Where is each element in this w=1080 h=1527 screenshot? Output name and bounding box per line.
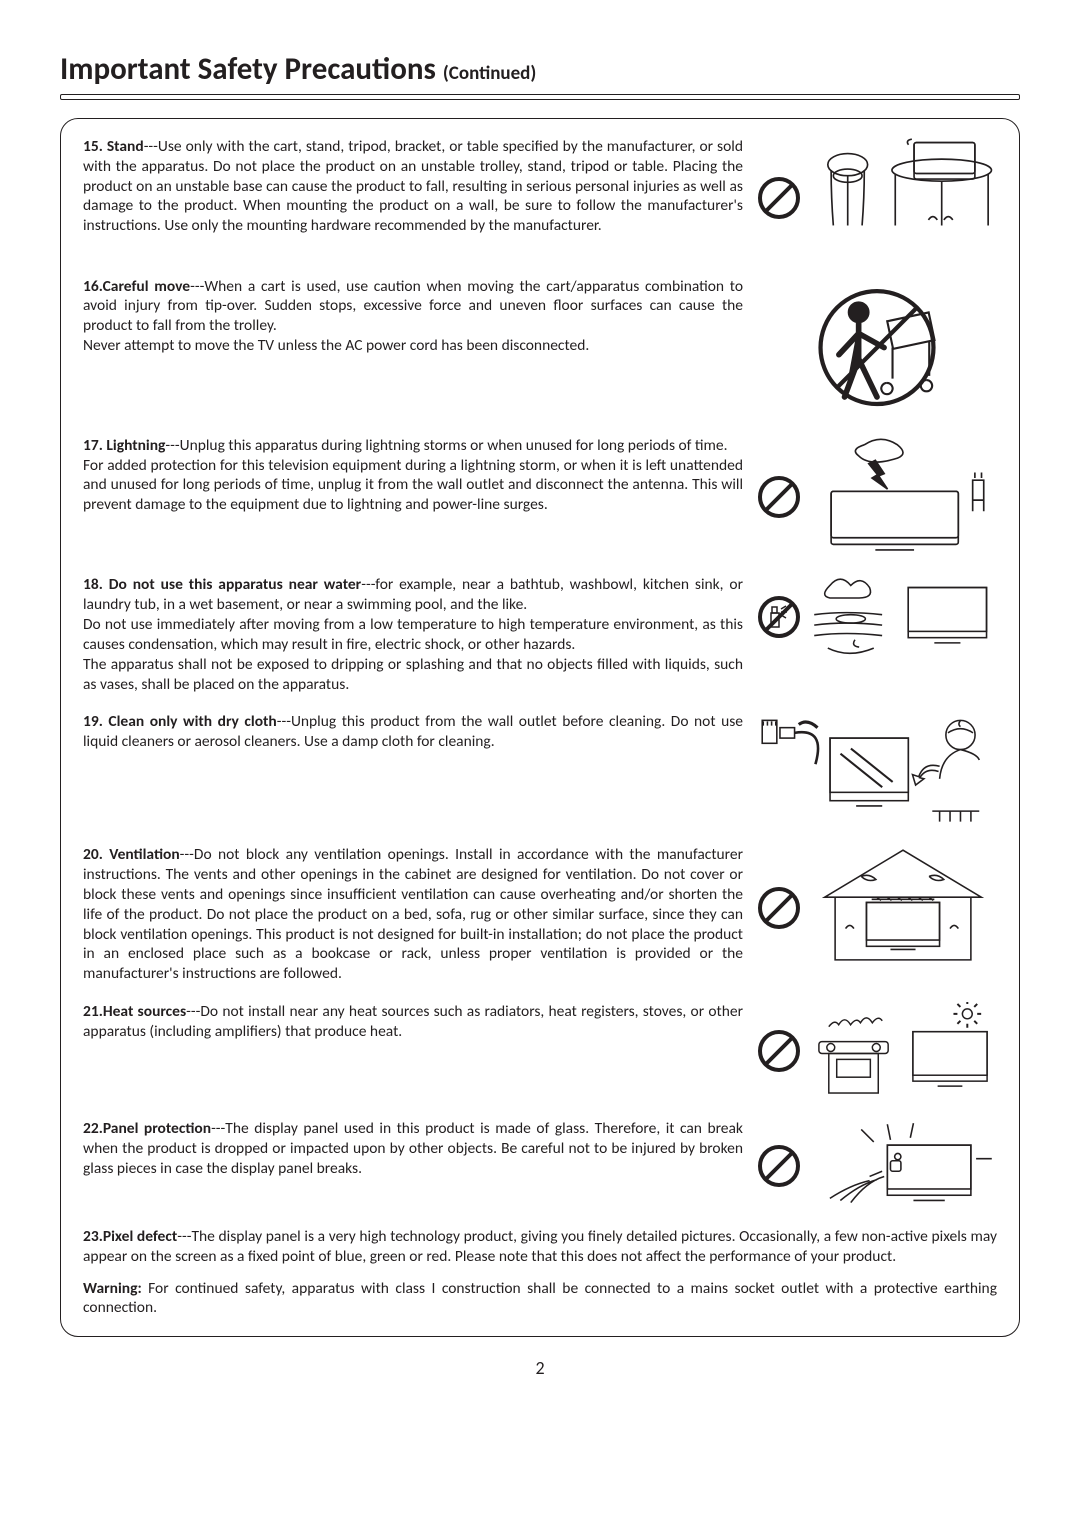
safety-item-16: 16.Careful move---When a cart is used, u…	[83, 277, 997, 418]
item-bold: Warning:	[83, 1279, 142, 1298]
safety-item-19: 19. Clean only with dry cloth---Unplug t…	[83, 712, 997, 827]
item-bold: 20. Ventilation	[83, 845, 180, 864]
item-body: For continued safety, apparatus with cla…	[83, 1279, 997, 1318]
item-text: 15. Stand---Use only with the cart, stan…	[83, 137, 743, 236]
item-illustration	[757, 1002, 997, 1101]
item-text: 17. Lightning---Unplug this apparatus du…	[83, 436, 743, 515]
prohibit-icon	[757, 475, 801, 519]
safety-item-18: 18. Do not use this apparatus near water…	[83, 575, 997, 694]
prohibit-icon	[757, 1144, 801, 1188]
item-text: 20. Ventilation---Do not block any venti…	[83, 845, 743, 984]
item-text: 16.Careful move---When a cart is used, u…	[83, 277, 743, 356]
item-body: ---The display panel is a very high tech…	[83, 1227, 997, 1266]
item-bold: 18. Do not use this apparatus near water	[83, 575, 361, 594]
panel-scene-icon	[809, 1119, 997, 1213]
content-box: 15. Stand---Use only with the cart, stan…	[60, 118, 1020, 1337]
safety-item-15: 15. Stand---Use only with the cart, stan…	[83, 137, 997, 259]
item-text: 21.Heat sources---Do not install near an…	[83, 1002, 743, 1042]
item-body: ---Use only with the cart, stand, tripod…	[83, 137, 743, 235]
item-bold: 22.Panel protection	[83, 1119, 211, 1138]
item-bold: 21.Heat sources	[83, 1002, 186, 1021]
item-text: 18. Do not use this apparatus near water…	[83, 575, 743, 694]
safety-item-22: 22.Panel protection---The display panel …	[83, 1119, 997, 1213]
item-bold: 17. Lightning	[83, 436, 165, 455]
prohibit-icon	[757, 176, 801, 220]
item-illustration	[757, 712, 997, 827]
item-illustration	[757, 436, 997, 558]
item-illustration	[757, 137, 997, 259]
stand-scene-icon	[809, 137, 997, 259]
item-bold: 15. Stand	[83, 137, 144, 156]
item-bold: 16.Careful move	[83, 277, 190, 296]
item-text: 22.Panel protection---The display panel …	[83, 1119, 743, 1178]
item-illustration	[757, 845, 997, 970]
item-text: 19. Clean only with dry cloth---Unplug t…	[83, 712, 743, 752]
water-scene-icon	[809, 575, 997, 659]
prohibit-spray-icon	[757, 595, 801, 639]
title-continued: (Continued)	[443, 62, 536, 85]
heat-scene-icon	[809, 1002, 997, 1101]
safety-warning: Warning: For continued safety, apparatus…	[83, 1279, 997, 1319]
safety-item-20: 20. Ventilation---Do not block any venti…	[83, 845, 997, 984]
page: Important Safety Precautions (Continued)…	[0, 0, 1080, 1409]
lightning-scene-icon	[809, 436, 997, 558]
safety-item-21: 21.Heat sources---Do not install near an…	[83, 1002, 997, 1101]
item-illustration	[757, 1119, 997, 1213]
item-bold: 19. Clean only with dry cloth	[83, 712, 277, 731]
item-body: ---Unplug this apparatus during lightnin…	[83, 436, 743, 514]
ventilation-scene-icon	[809, 845, 997, 970]
title-rule	[60, 94, 1020, 100]
item-bold: 23.Pixel defect	[83, 1227, 177, 1246]
page-number: 2	[60, 1357, 1020, 1379]
title-text: Important Safety Precautions	[60, 50, 436, 88]
safety-item-17: 17. Lightning---Unplug this apparatus du…	[83, 436, 997, 558]
cart-scene-icon	[757, 277, 997, 418]
page-title: Important Safety Precautions (Continued)	[60, 50, 1020, 88]
prohibit-icon	[757, 886, 801, 930]
item-illustration	[757, 575, 997, 659]
prohibit-icon	[757, 1029, 801, 1073]
item-body: ---Do not block any ventilation openings…	[83, 845, 743, 983]
item-illustration	[757, 277, 997, 418]
clean-scene-icon	[757, 712, 997, 827]
safety-item-23: 23.Pixel defect---The display panel is a…	[83, 1227, 997, 1267]
